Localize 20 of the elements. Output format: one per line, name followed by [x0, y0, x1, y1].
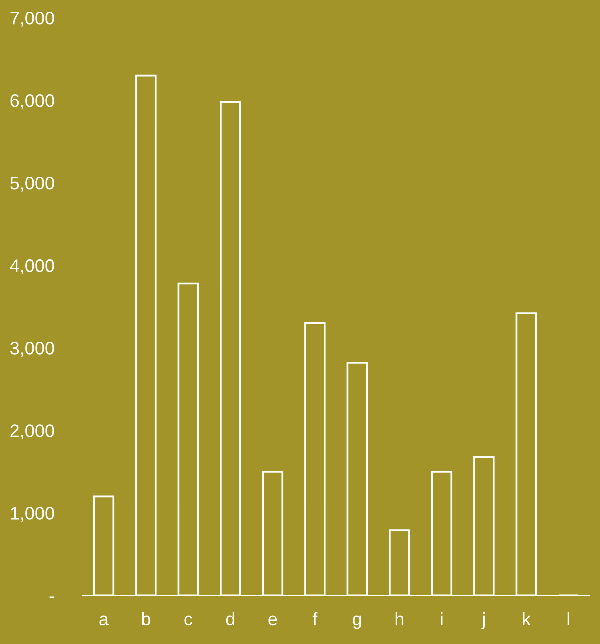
y-tick-label: 1,000	[11, 507, 54, 522]
x-tick-label: j	[482, 612, 485, 630]
y-tick-label: -	[50, 596, 54, 598]
x-tick-label: d	[226, 612, 235, 626]
x-tick-label: c	[184, 616, 192, 626]
x-tick-label: l	[568, 612, 570, 626]
x-tick-label: f	[312, 612, 318, 626]
y-tick-label: 7,000	[10, 12, 54, 27]
y-tick-label: 3,000	[10, 342, 54, 357]
y-tick-label: 6,000	[10, 94, 54, 110]
x-tick-label: e	[268, 616, 278, 626]
x-tick-label: i	[441, 612, 443, 626]
y-tick-label: 5,000	[10, 177, 54, 192]
x-tick-label: g	[353, 616, 362, 630]
x-tick-label: b	[142, 612, 150, 626]
x-tick-label: a	[100, 616, 109, 626]
x-tick-label: h	[396, 612, 404, 626]
y-tick-label: 4,000	[10, 260, 54, 274]
x-tick-label: k	[523, 612, 531, 626]
y-tick-label: 2,000	[10, 424, 54, 440]
